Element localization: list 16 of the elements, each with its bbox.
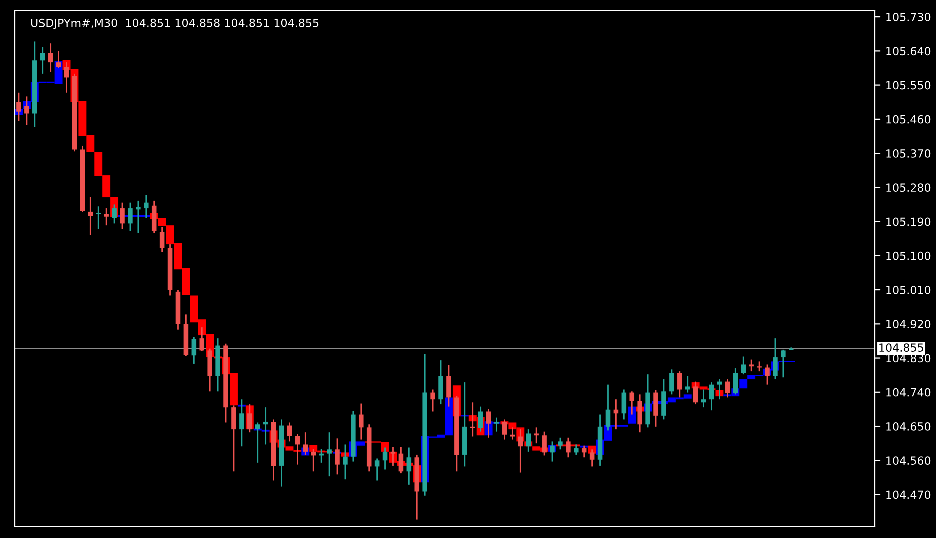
y-tick-label: 104.650 — [886, 422, 931, 431]
y-tick-label: 105.460 — [886, 115, 931, 124]
y-tick-label: 105.010 — [886, 286, 931, 294]
y-tick-label: 105.730 — [886, 13, 931, 22]
y-tick-label: 105.550 — [886, 81, 931, 90]
y-tick-label: 104.740 — [886, 388, 931, 397]
y-tick-label: 105.190 — [886, 218, 931, 226]
y-tick-label: 104.560 — [886, 456, 931, 466]
y-tick-label: 104.920 — [886, 320, 931, 329]
ref-line-label: 104.855 — [880, 344, 924, 352]
y-tick-label: 105.100 — [886, 252, 931, 260]
y-tick-label: 105.280 — [886, 184, 931, 192]
text: USDJPYm#,M30 104.851 104.858 104.851 104.855 — [31, 18, 319, 30]
y-tick-label: 105.370 — [886, 150, 931, 158]
y-tick-label: 105.640 — [886, 47, 931, 56]
y-tick-label: 104.470 — [886, 490, 931, 500]
